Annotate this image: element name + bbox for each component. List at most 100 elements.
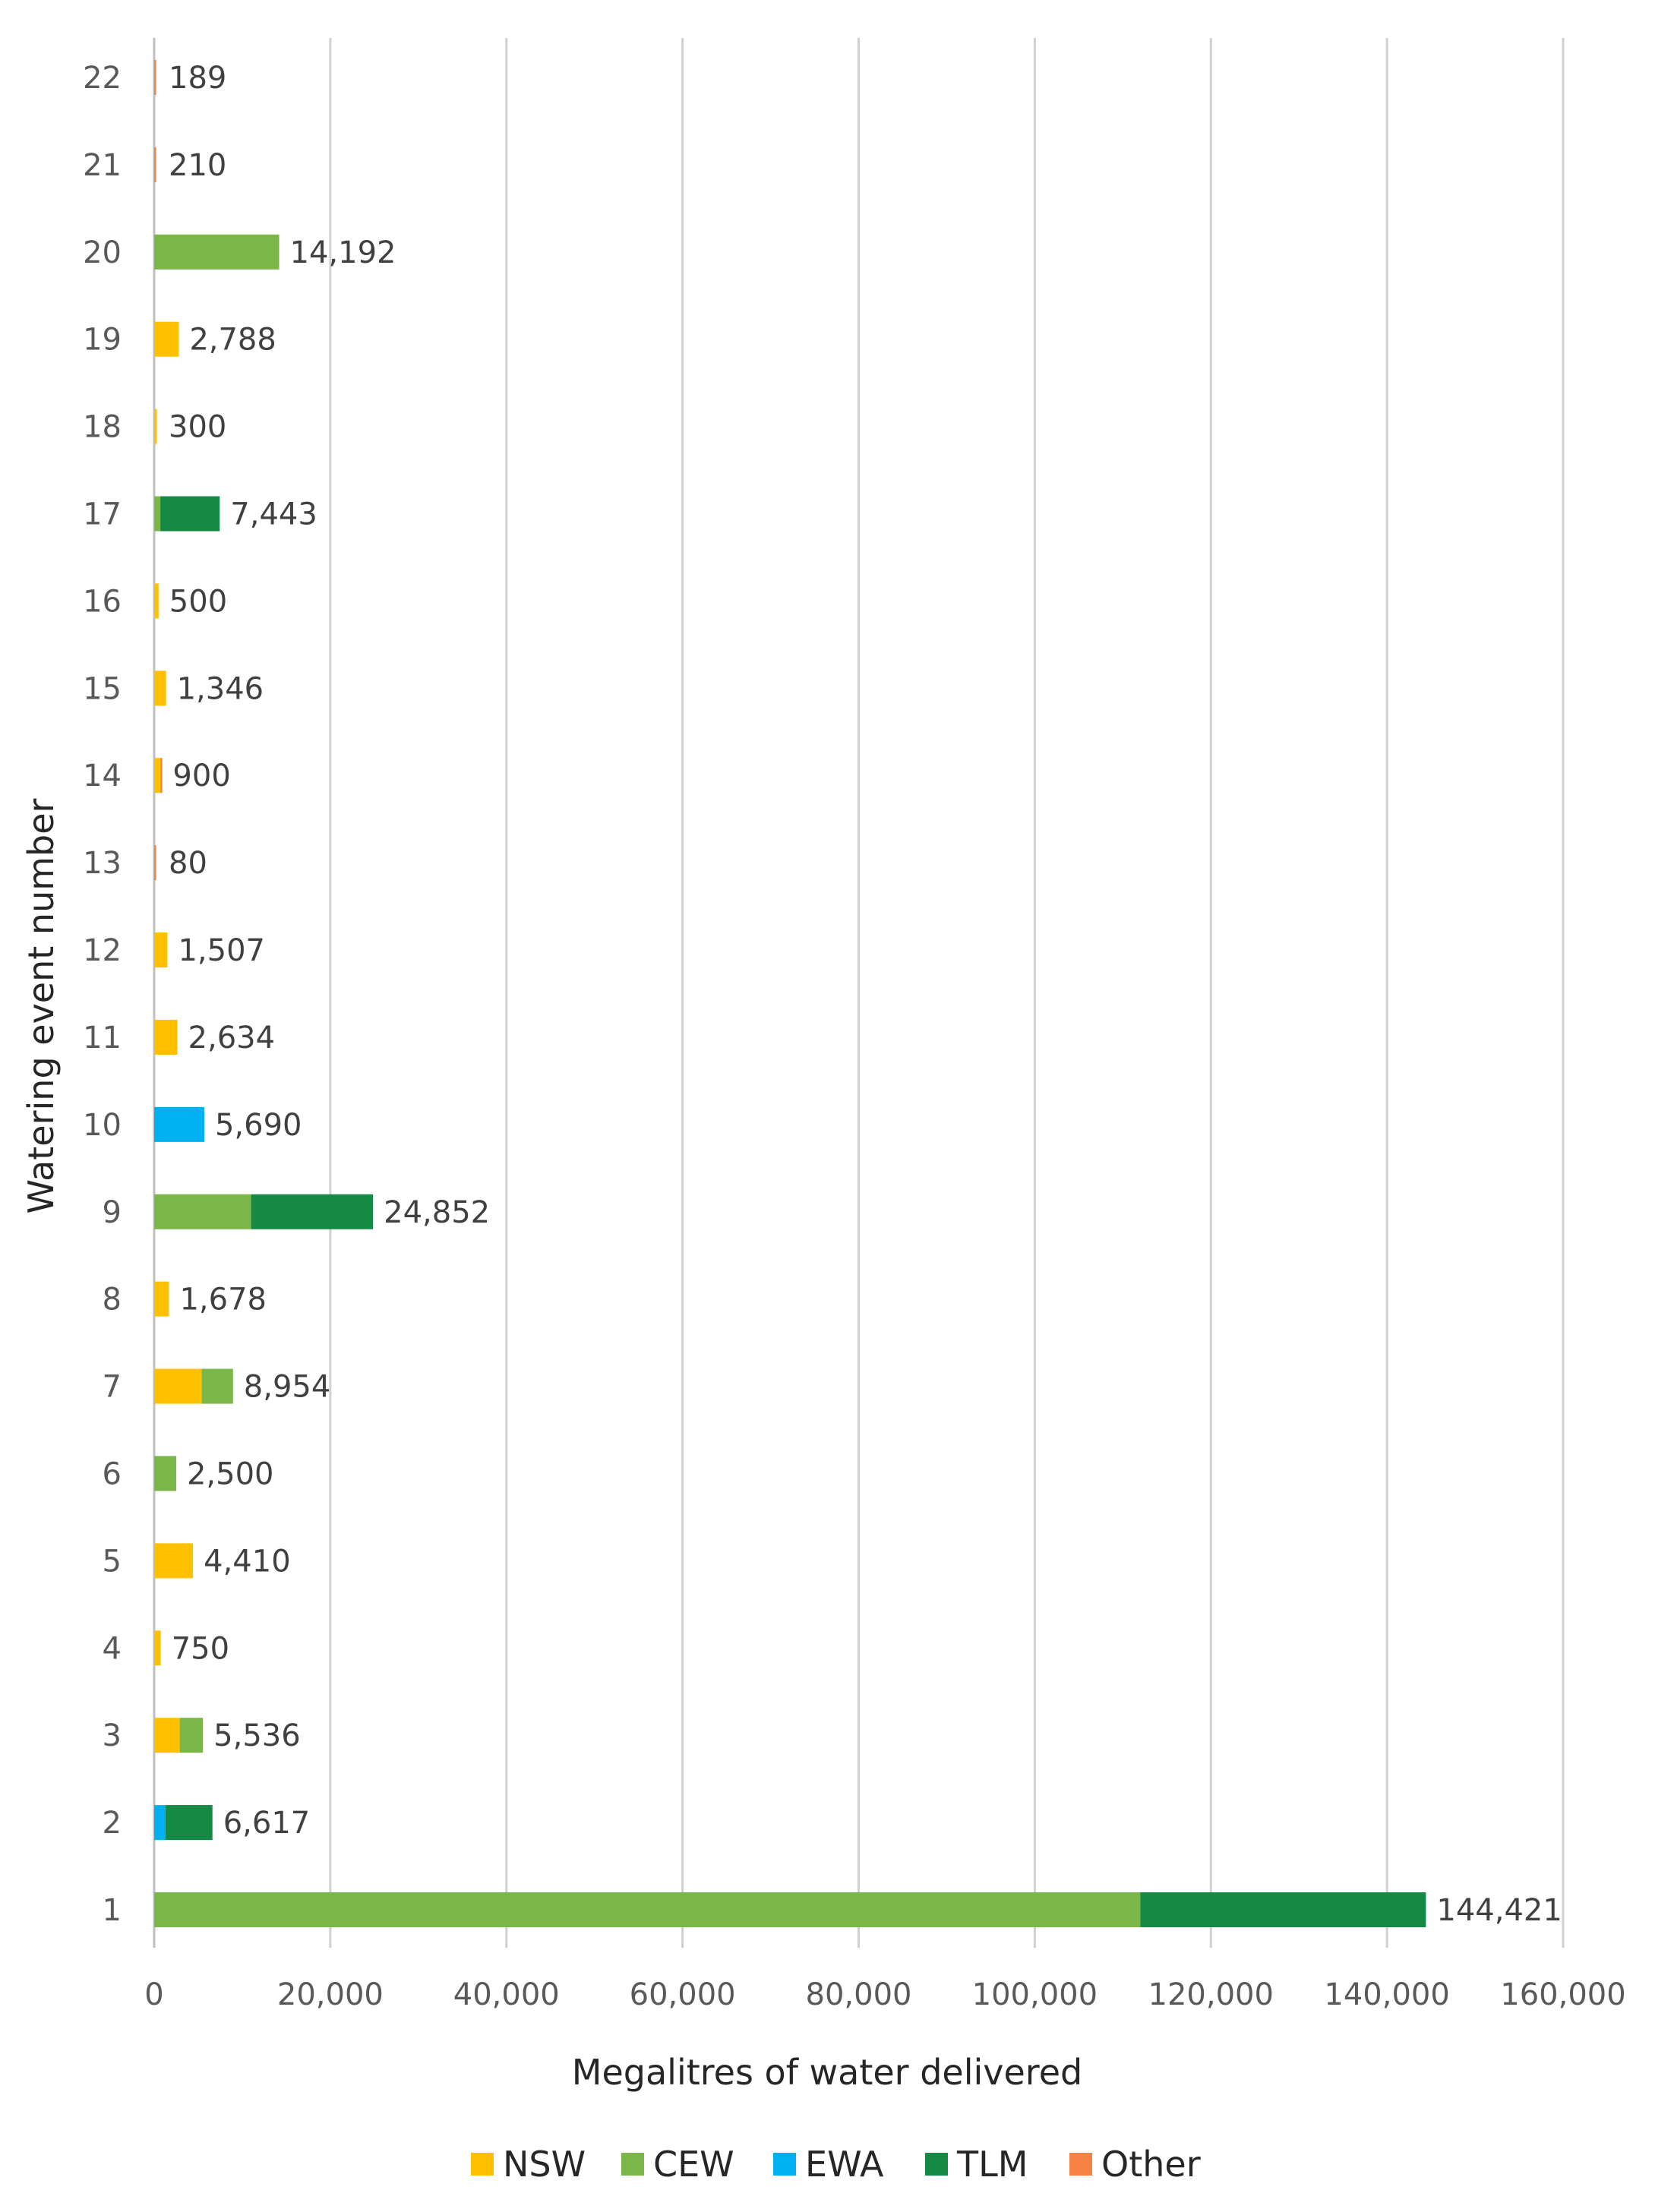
x-tick-label: 140,000 xyxy=(1324,1977,1449,2012)
y-tick-label: 5 xyxy=(103,1544,122,1579)
data-label: 900 xyxy=(172,759,230,794)
bar-segment-tlm xyxy=(1140,1892,1426,1927)
x-tick-label: 120,000 xyxy=(1148,1977,1274,2012)
data-label: 210 xyxy=(169,148,226,183)
bar-segment-other xyxy=(154,60,156,95)
bar-segment-nsw xyxy=(154,1718,180,1753)
y-tick-label: 10 xyxy=(83,1108,122,1143)
y-axis-title: Watering event number xyxy=(21,798,62,1213)
y-tick-label: 1 xyxy=(103,1893,122,1928)
bar-segment-nsw xyxy=(154,758,161,794)
x-axis-ticks: 0 20,000 40,000 60,000 80,000 100,000 120,000 1… xyxy=(144,1977,1625,2012)
bar-segment-cew xyxy=(154,496,161,532)
x-tick-label: 0 xyxy=(144,1977,163,2012)
bar-segment-cew xyxy=(154,1194,251,1229)
data-label: 750 xyxy=(172,1631,229,1666)
data-label: 300 xyxy=(169,410,226,445)
bar-segment-nsw xyxy=(154,1019,178,1055)
data-label: 80 xyxy=(169,846,207,881)
bar-segment-nsw xyxy=(154,671,166,706)
data-label: 500 xyxy=(169,584,227,619)
x-tick-label: 20,000 xyxy=(277,1977,384,2012)
bar-segment-cew xyxy=(179,1718,204,1753)
bars xyxy=(154,60,1426,1927)
x-tick-label: 80,000 xyxy=(806,1977,912,2012)
gridlines xyxy=(153,38,1565,1948)
data-label: 189 xyxy=(169,61,226,96)
legend: NSW CEW EWA TLM Other xyxy=(471,2144,1201,2185)
legend-label: CEW xyxy=(653,2144,734,2185)
bar-segment-other xyxy=(154,845,156,881)
x-tick-label: 100,000 xyxy=(972,1977,1098,2012)
y-tick-label: 4 xyxy=(103,1631,122,1666)
bar-segment-tlm xyxy=(160,496,220,532)
bar-segment-ewa xyxy=(154,1805,166,1841)
x-tick-label: 60,000 xyxy=(630,1977,736,2012)
bar-segment-cew xyxy=(154,1892,1141,1927)
y-tick-label: 9 xyxy=(103,1195,122,1230)
y-tick-label: 2 xyxy=(103,1806,122,1841)
legend-label: TLM xyxy=(956,2144,1028,2185)
y-tick-label: 15 xyxy=(83,671,122,706)
y-tick-label: 19 xyxy=(83,323,122,358)
x-axis-title: Megalitres of water delivered xyxy=(572,2052,1082,2093)
x-tick-label: 40,000 xyxy=(453,1977,560,2012)
bar-segment-nsw xyxy=(154,321,179,357)
bar-segment-tlm xyxy=(251,1194,374,1229)
y-tick-label: 8 xyxy=(103,1283,122,1317)
x-tick-label: 160,000 xyxy=(1500,1977,1625,2012)
data-label: 2,500 xyxy=(187,1456,274,1491)
data-label: 1,678 xyxy=(179,1283,267,1317)
y-tick-label: 18 xyxy=(83,410,122,445)
bar-segment-nsw xyxy=(154,409,157,444)
y-tick-label: 16 xyxy=(83,584,122,619)
data-label: 1,346 xyxy=(177,671,264,706)
bar-segment-other xyxy=(154,147,156,182)
data-label: 2,788 xyxy=(189,323,276,358)
data-label: 5,536 xyxy=(213,1718,301,1753)
bar-segment-nsw xyxy=(154,1368,202,1404)
bar-segment-nsw xyxy=(154,1630,161,1666)
legend-label: EWA xyxy=(805,2144,884,2185)
data-label: 2,634 xyxy=(188,1021,276,1056)
data-label: 1,507 xyxy=(178,933,265,968)
y-tick-label: 13 xyxy=(83,846,122,881)
bar-segment-nsw xyxy=(154,583,159,619)
y-tick-label: 3 xyxy=(103,1718,122,1753)
legend-swatch xyxy=(925,2153,948,2176)
data-label: 4,410 xyxy=(204,1544,291,1579)
y-tick-label: 17 xyxy=(83,497,122,532)
legend-swatch xyxy=(1069,2153,1092,2176)
y-tick-label: 12 xyxy=(83,933,122,968)
bar-segment-cew xyxy=(154,234,280,270)
y-tick-label: 11 xyxy=(83,1021,122,1056)
data-label: 24,852 xyxy=(384,1195,490,1230)
data-label: 8,954 xyxy=(244,1370,331,1405)
legend-swatch xyxy=(621,2153,644,2176)
legend-swatch xyxy=(773,2153,796,2176)
data-labels: 144,421 6,617 5,536 750 4,410 2,500 8,954 1,678… xyxy=(169,61,1562,1928)
data-label: 5,690 xyxy=(215,1108,302,1143)
legend-swatch xyxy=(471,2153,494,2176)
y-tick-label: 7 xyxy=(103,1370,122,1405)
bar-segment-nsw xyxy=(154,1543,194,1579)
bar-segment-tlm xyxy=(166,1805,213,1841)
bar-segment-nsw xyxy=(154,1281,169,1317)
y-tick-label: 21 xyxy=(83,148,122,183)
y-tick-label: 14 xyxy=(83,759,122,794)
y-tick-label: 22 xyxy=(83,61,122,96)
y-tick-label: 20 xyxy=(83,235,122,270)
data-label: 14,192 xyxy=(290,235,396,270)
bar-segment-ewa xyxy=(154,1106,204,1142)
legend-label: NSW xyxy=(503,2144,586,2185)
data-label: 7,443 xyxy=(230,497,317,532)
bar-segment-other xyxy=(160,758,163,794)
legend-label: Other xyxy=(1101,2144,1201,2185)
data-label: 6,617 xyxy=(223,1806,311,1841)
data-label: 144,421 xyxy=(1436,1893,1562,1928)
bar-segment-cew xyxy=(201,1368,233,1404)
y-tick-label: 6 xyxy=(103,1456,122,1491)
